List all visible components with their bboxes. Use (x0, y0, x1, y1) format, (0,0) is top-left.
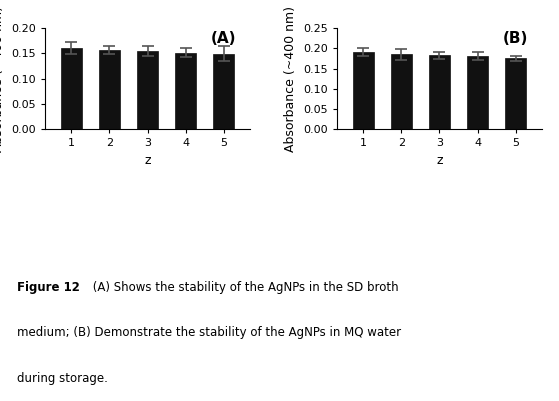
Text: (A) Shows the stability of the AgNPs in the SD broth: (A) Shows the stability of the AgNPs in … (89, 281, 399, 294)
Text: medium; (B) Demonstrate the stability of the AgNPs in MQ water: medium; (B) Demonstrate the stability of… (17, 326, 401, 339)
X-axis label: z: z (144, 154, 151, 167)
Bar (213, 54, 234, 129)
Text: during storage.: during storage. (17, 372, 108, 385)
Bar (137, 51, 158, 129)
Text: Figure 12: Figure 12 (17, 281, 79, 294)
Bar (353, 53, 374, 129)
Y-axis label: Absorbance (~400 nm): Absorbance (~400 nm) (0, 6, 6, 152)
Y-axis label: Absorbance (~400 nm): Absorbance (~400 nm) (285, 6, 297, 152)
Bar (391, 55, 412, 129)
Bar (99, 50, 120, 129)
Bar (61, 48, 82, 129)
X-axis label: z: z (436, 154, 443, 167)
Bar (505, 59, 526, 129)
Text: (B): (B) (503, 31, 528, 46)
Text: (A): (A) (210, 31, 236, 46)
Bar (429, 55, 450, 129)
Bar (175, 53, 196, 129)
Bar (467, 56, 488, 129)
